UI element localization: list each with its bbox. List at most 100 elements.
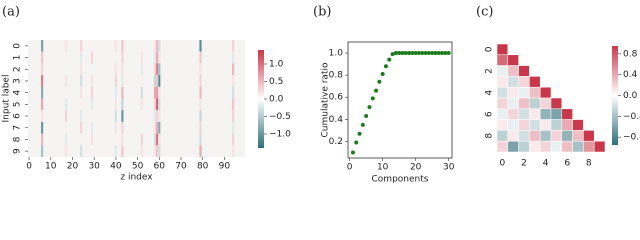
y-tick-label: 1 [13, 55, 23, 61]
point [416, 51, 421, 56]
heatmap-cell [199, 51, 202, 64]
colorbar-tick-label: −1.0 [269, 130, 291, 140]
heatmap-cell [80, 63, 83, 76]
matrix-cell [496, 140, 509, 153]
point [387, 57, 392, 62]
heatmap-cell [153, 75, 157, 87]
matrix-cell [529, 97, 541, 110]
point [397, 51, 402, 56]
heatmap-cell [80, 133, 83, 146]
heatmap-cell [80, 51, 83, 64]
heatmap-cell [153, 145, 157, 157]
matrix-cell [550, 97, 563, 110]
heatmap-cell [156, 75, 159, 87]
x-tick-label: 30 [88, 162, 100, 172]
matrix-cell [507, 86, 519, 99]
heatmap-cell [64, 86, 68, 99]
point [443, 51, 448, 56]
x-tick-label: 40 [110, 162, 122, 172]
matrix-cell [507, 130, 519, 142]
heatmap-cell [156, 86, 159, 99]
heatmap-cell [156, 121, 159, 134]
y-tick-label: 0 [13, 43, 23, 49]
x-tick-label: 60 [154, 162, 166, 172]
heatmap-cell [199, 145, 202, 157]
x-axis-label: z index [120, 173, 153, 183]
point [383, 64, 388, 69]
matrix-cell [507, 140, 519, 153]
matrix-cell [529, 119, 541, 131]
colorbar [612, 46, 618, 145]
matrix-cell [496, 108, 509, 120]
heatmap-cell [90, 145, 94, 157]
matrix-cell [572, 130, 584, 142]
matrix-cell [539, 108, 552, 120]
heatmap-cell [64, 40, 68, 52]
y-tick-label: 0.8 [329, 71, 344, 81]
heatmap-cell [199, 110, 202, 122]
x-tick-label: 8 [586, 159, 592, 169]
point [446, 51, 451, 56]
heatmap-cell [64, 145, 68, 157]
matrix-cell [518, 97, 530, 110]
matrix-cell [583, 130, 595, 142]
heatmap-cell [41, 98, 44, 111]
y-tick-label: 8 [13, 136, 23, 142]
colorbar-tick-label: 1.0 [269, 60, 284, 70]
heatmap-cell [140, 40, 144, 52]
heatmap-cell [231, 63, 235, 76]
heatmap-cell [121, 51, 124, 64]
matrix-cell [529, 108, 541, 120]
y-tick-label: 7 [13, 125, 23, 131]
colorbar-tick-label: 0.8 [623, 49, 638, 59]
matrix-cell [572, 140, 584, 153]
heatmap-cell [199, 86, 202, 99]
matrix-cell [539, 97, 552, 110]
heatmap-cell [158, 40, 161, 52]
heatmap-cell [41, 40, 44, 52]
heatmap-cell [121, 63, 124, 76]
point [354, 140, 359, 145]
heatmap-cell [80, 40, 83, 52]
heatmap-background [28, 40, 245, 157]
colorbar-tick-label: 0.4 [623, 70, 638, 80]
matrix-cell [496, 65, 509, 77]
heatmap-cell [90, 40, 94, 52]
heatmap-cell [158, 75, 161, 87]
y-tick-label: 3 [13, 78, 23, 84]
panel-label: (b) [313, 5, 331, 20]
heatmap-cell [41, 110, 44, 122]
matrix-cell [561, 140, 573, 153]
heatmap-cell [156, 98, 159, 111]
heatmap-cell [121, 121, 124, 134]
point [393, 51, 398, 56]
heatmap-cell [231, 110, 235, 122]
heatmap-cell [140, 75, 144, 87]
point [367, 105, 372, 110]
heatmap-cell [114, 121, 117, 134]
y-axis-label: Cumulative ratio [321, 62, 331, 137]
heatmap-cell [199, 121, 202, 134]
heatmap-cell [64, 133, 68, 146]
heatmap-cell [64, 63, 68, 76]
heatmap-cell [158, 63, 161, 76]
heatmap-cell [114, 51, 117, 64]
heatmap-cell [231, 75, 235, 87]
heatmap-cell [153, 110, 157, 122]
heatmap-cell [90, 121, 94, 134]
heatmap-cell [199, 75, 202, 87]
heatmap-cell [64, 110, 68, 122]
matrix-cell [507, 97, 519, 110]
heatmap-cell [140, 110, 144, 122]
heatmap-cell [80, 121, 83, 134]
heatmap-cell [158, 133, 161, 146]
heatmap-cell [121, 110, 124, 122]
x-tick-label: 10 [377, 163, 389, 173]
matrix-cell [518, 140, 530, 153]
matrix-cell [539, 140, 552, 153]
matrix-cell [529, 130, 541, 142]
point [377, 79, 382, 84]
matrix-cell [518, 130, 530, 142]
heatmap-cell [114, 63, 117, 76]
